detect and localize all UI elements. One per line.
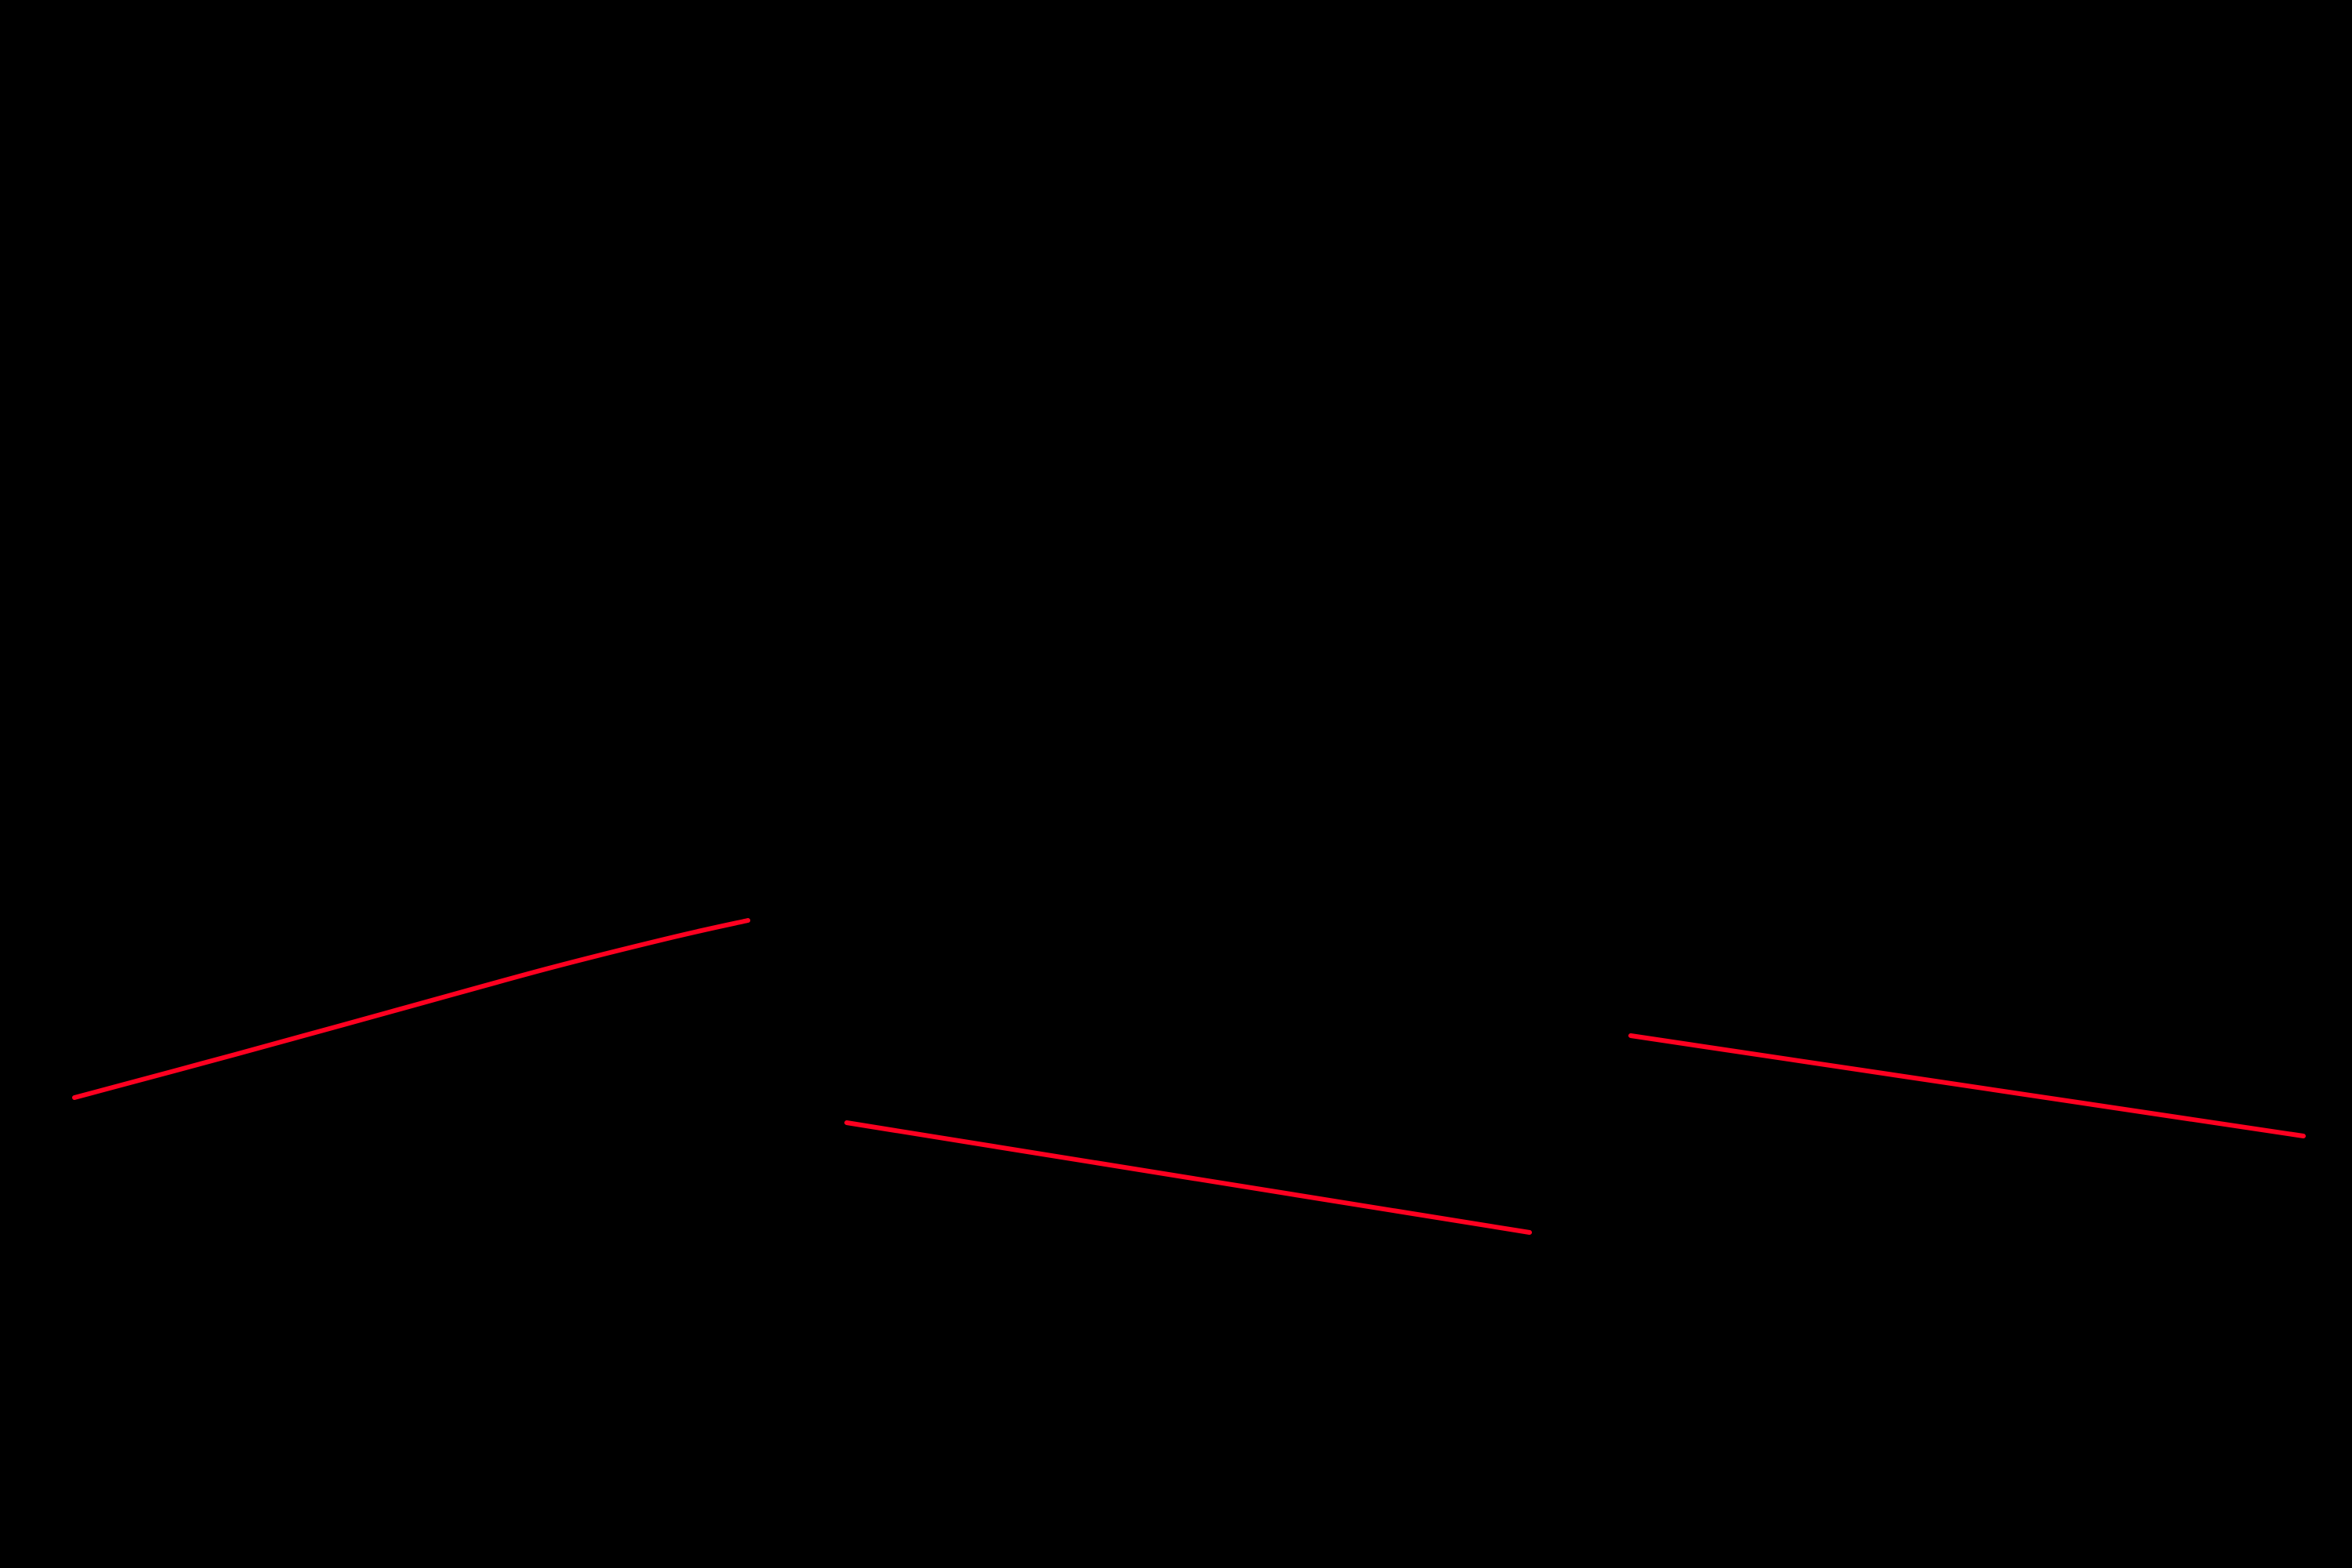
plot-background <box>0 0 2352 1568</box>
line-segments-plot <box>0 0 2352 1568</box>
